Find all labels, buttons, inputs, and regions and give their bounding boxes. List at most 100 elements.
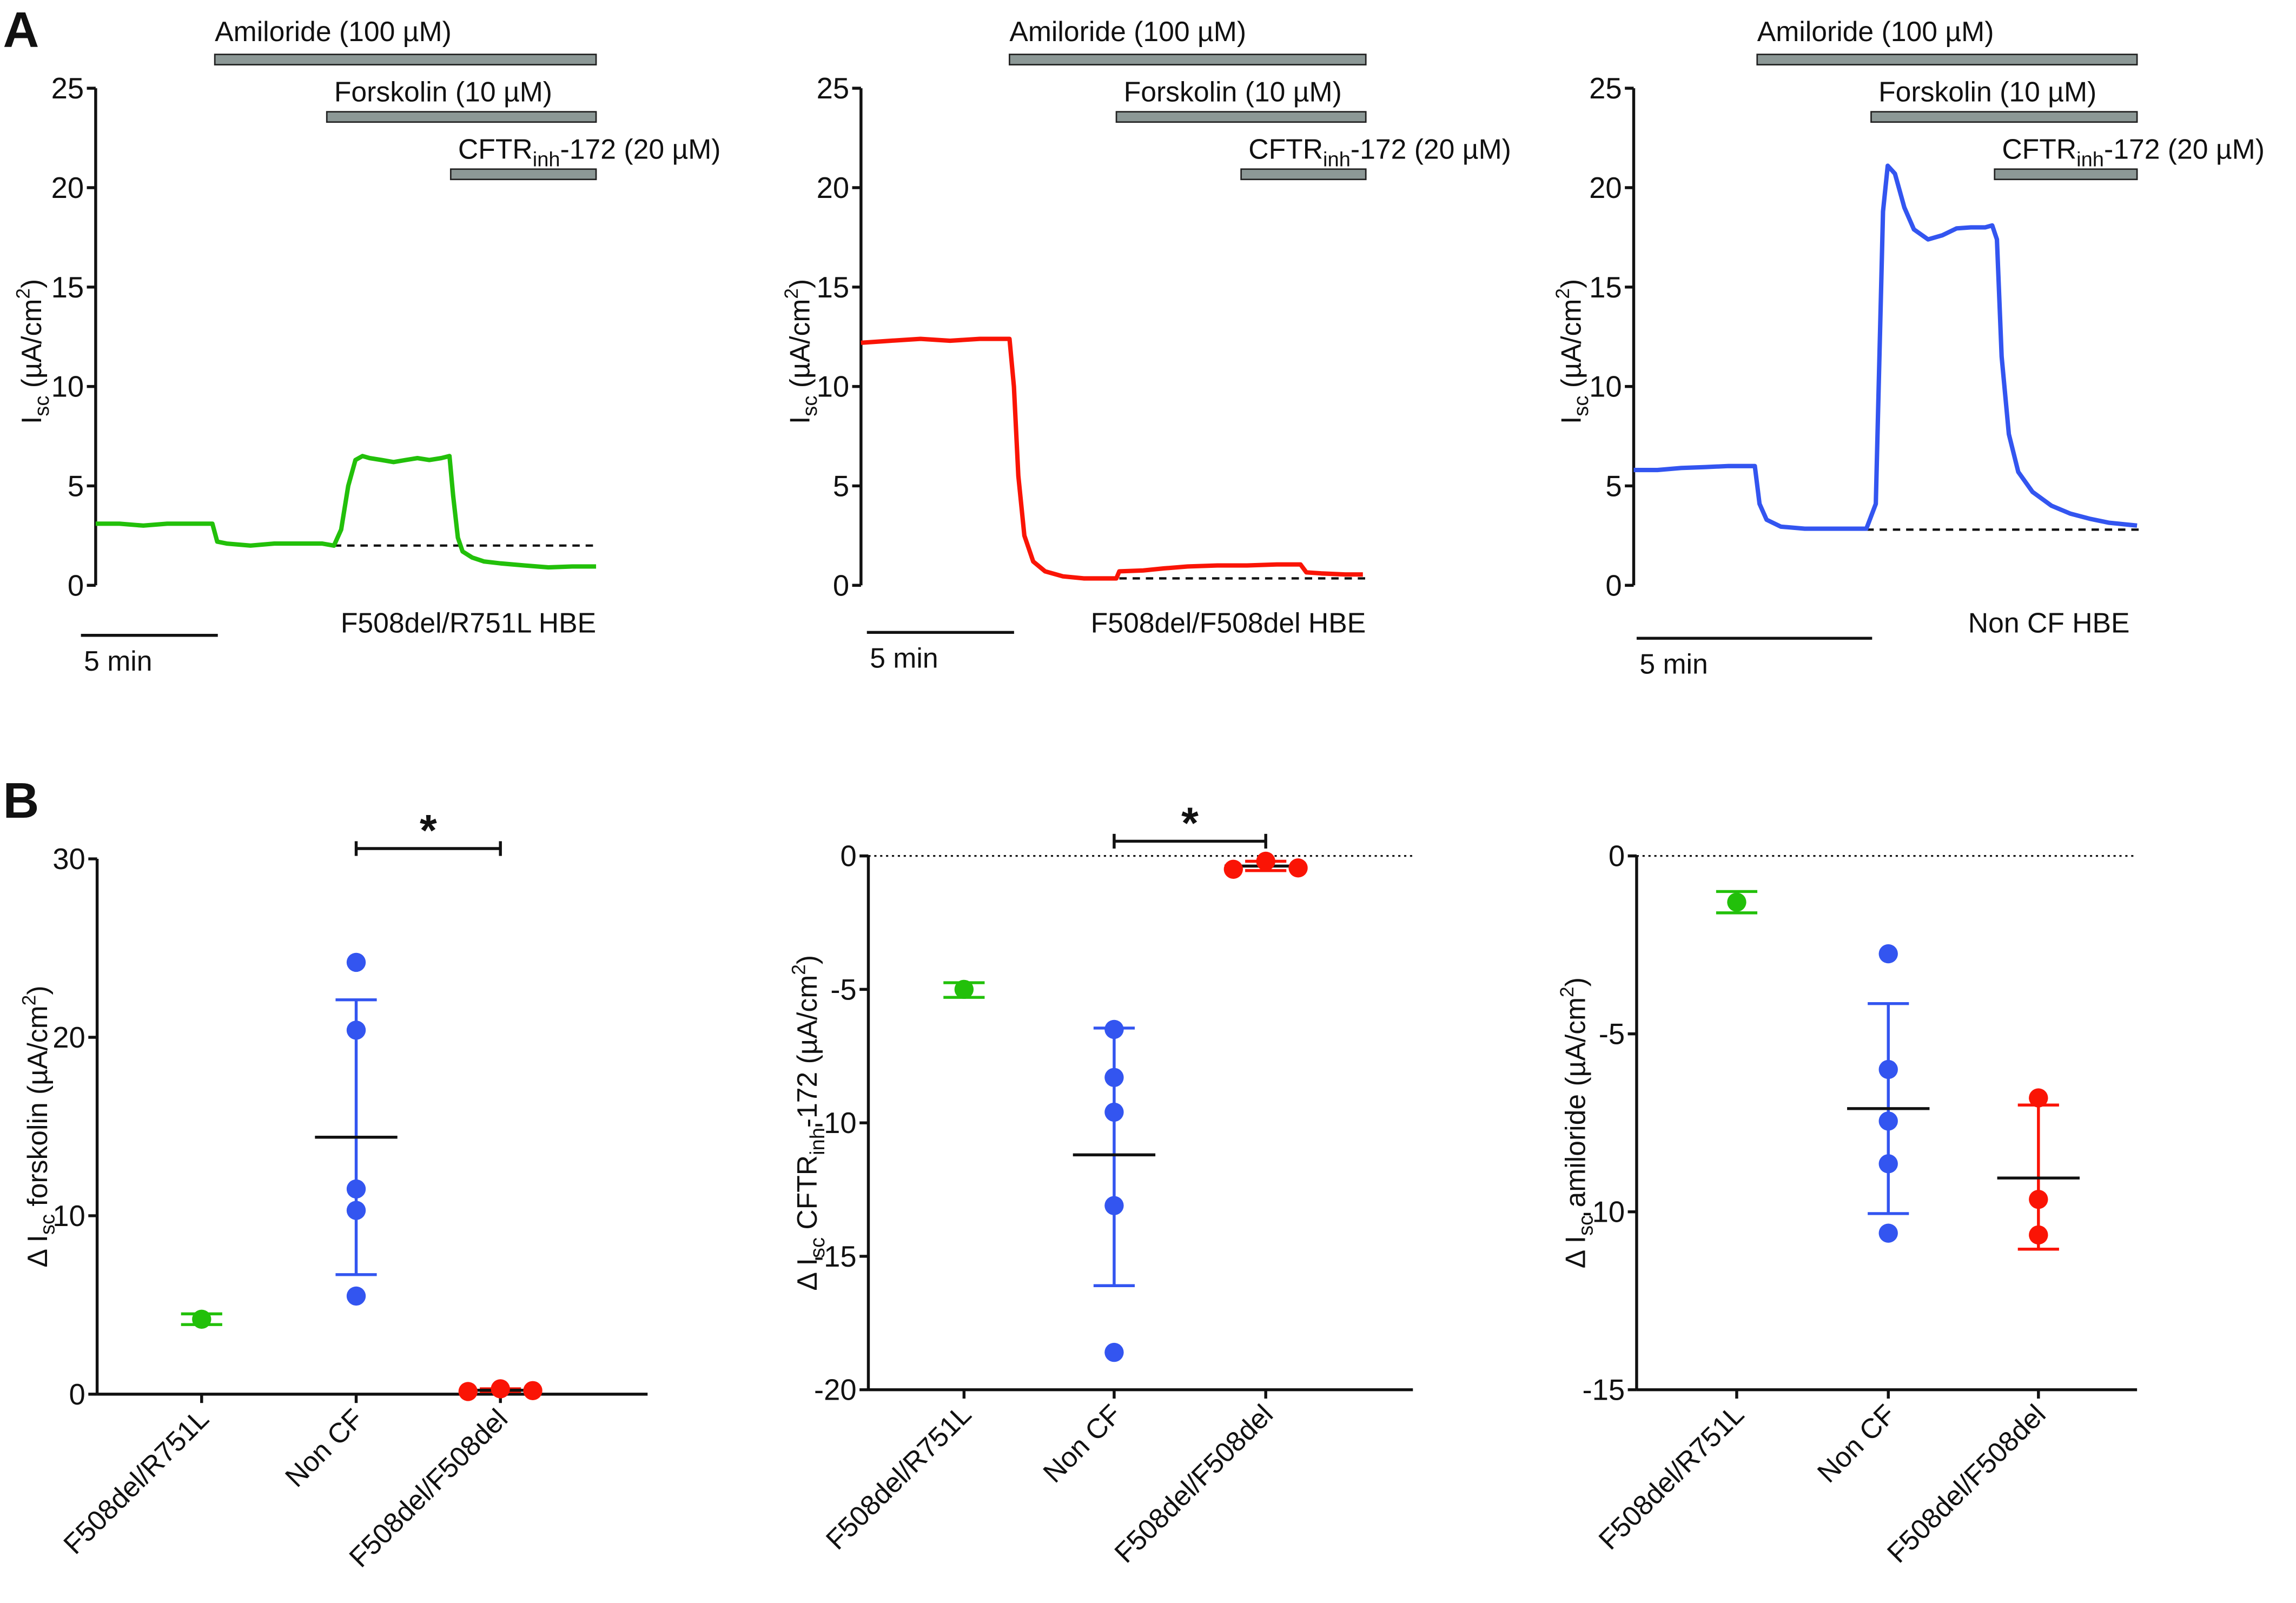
data-point [491, 1379, 510, 1399]
x-category-label: F508del/R751L [1592, 1398, 1750, 1555]
drug-label: Forskolin (10 µM) [334, 76, 552, 108]
y-tick-label: 10 [52, 1200, 85, 1233]
y-tick-label: 10 [1589, 370, 1622, 403]
data-point [1104, 1068, 1124, 1087]
data-point [346, 1201, 366, 1220]
data-point [1104, 1019, 1124, 1039]
x-category-label: Non CF [1037, 1398, 1127, 1488]
data-point [1878, 1154, 1898, 1174]
y-tick-label: -15 [814, 1240, 857, 1273]
ylabel-units: (µA/cm [1556, 299, 1587, 396]
y-tick-label: -10 [814, 1107, 857, 1140]
trace-chart-a2: 0 5 10 15 20 25 Isc (µA/cm2) Amiloride (100 µM)… [781, 16, 1511, 673]
ylabel-main: Δ I [22, 1235, 53, 1267]
series-f508del-f508del [1997, 1088, 2080, 1251]
trace-chart-a3: 0 5 10 15 20 25 Isc (µA/cm2) Amiloride (100 µM)… [1552, 16, 2265, 679]
dot-plot-b3: 0 -5 -10 -15 Δ Isc amiloride (µA/cm2) F508del… [1557, 840, 2138, 1569]
ylabel-main: I [16, 416, 47, 424]
x-category-label: Non CF [1811, 1398, 1901, 1488]
ylabel-main: Δ I [1560, 1236, 1591, 1268]
time-scale-label: 5 min [84, 645, 152, 677]
data-point [2029, 1088, 2048, 1108]
series-f508del-f508del [1223, 851, 1308, 879]
panel-letter-a: A [3, 2, 39, 58]
drug-bar-forskolin [1115, 111, 1367, 123]
time-scale-label: 5 min [1639, 648, 1708, 679]
data-point [1104, 1196, 1124, 1215]
drug-label-main: CFTR [2002, 134, 2076, 165]
ylabel-superscript: 2 [1552, 288, 1573, 299]
ylabel-subscript: sc [31, 396, 54, 416]
condition-label: F508del/F508del HBE [1091, 607, 1366, 638]
data-point [1104, 1102, 1124, 1122]
series-non-cf [1073, 1019, 1156, 1362]
drug-bar-cftrinh-172 [449, 168, 597, 181]
y-tick-label: 20 [817, 171, 850, 204]
drug-label: Forskolin (10 µM) [1878, 76, 2096, 108]
data-point [2029, 1225, 2048, 1245]
data-point [1223, 859, 1243, 879]
y-tick-label: -15 [1583, 1374, 1625, 1407]
ylabel-end: ) [791, 955, 823, 964]
drug-bar-forskolin [1870, 111, 2138, 123]
drug-label-subscript: inh [2076, 148, 2104, 171]
drug-label: CFTRinh-172 (20 µM) [1248, 134, 1511, 171]
isc-trace-line [861, 336, 1363, 581]
drug-label: CFTRinh-172 (20 µM) [2002, 134, 2265, 171]
ylabel-end: ) [16, 279, 47, 288]
panel-letter-b: B [3, 772, 39, 829]
ylabel-main: Δ I [791, 1258, 823, 1290]
y-axis-label: Isc (µA/cm2) [12, 279, 53, 424]
series-f508del-r751l [943, 979, 985, 999]
ylabel-end: ) [1560, 977, 1591, 986]
y-tick-label: 0 [1605, 569, 1622, 602]
y-tick-label: 0 [69, 1378, 85, 1411]
y-axis-label: Δ Isc CFTRinh-172 (µA/cm2) [788, 955, 829, 1291]
series-f508del-f508del [458, 1379, 542, 1401]
drug-label-rest: -172 (20 µM) [1351, 134, 1511, 165]
data-point [192, 1309, 211, 1329]
x-category-label: F508del/F508del [1108, 1398, 1279, 1568]
ylabel-superscript: 2 [18, 995, 39, 1006]
data-point [458, 1382, 478, 1401]
significance-bracket: * [1113, 799, 1267, 849]
ylabel-units: forskolin (µA/cm [22, 1005, 53, 1214]
drug-bar-amiloride [1756, 54, 2138, 66]
ylabel-units: (µA/cm [784, 299, 816, 396]
ylabel-subscript: sc [1570, 396, 1593, 416]
ylabel-end: ) [1556, 279, 1587, 288]
y-tick-label: 30 [52, 843, 85, 876]
data-point [1256, 851, 1275, 871]
ylabel-end: ) [784, 279, 816, 288]
data-point [1727, 892, 1746, 912]
condition-label: Non CF HBE [1968, 607, 2130, 638]
drug-bar-forskolin [326, 111, 597, 123]
ylabel-superscript: 2 [12, 288, 34, 299]
ylabel-units: -172 (µA/cm [791, 975, 823, 1128]
drug-label: Amiloride (100 µM) [1009, 16, 1246, 47]
y-tick-label: -20 [814, 1374, 857, 1407]
significance-bracket: * [354, 806, 502, 856]
y-tick-label: -10 [1583, 1196, 1625, 1229]
data-point [1878, 944, 1898, 964]
dot-plot-b2: 0 -5 -10 -15 -20 Δ Isc CFTRinh-172 (µA/cm2) F5… [788, 799, 1413, 1569]
data-point [2029, 1189, 2048, 1209]
y-tick-label: 15 [1589, 271, 1622, 304]
y-tick-label: 5 [833, 469, 849, 502]
data-point [954, 979, 974, 999]
y-tick-label: 0 [840, 840, 856, 873]
drug-bar-amiloride [1009, 54, 1367, 66]
data-point [346, 1021, 366, 1040]
drug-label: CFTRinh-172 (20 µM) [458, 134, 721, 171]
y-axis-label: Isc (µA/cm2) [1552, 279, 1593, 424]
data-point [1288, 858, 1308, 878]
series-non-cf [315, 952, 398, 1306]
drug-label-rest: -172 (20 µM) [560, 134, 721, 165]
y-tick-label: 25 [1589, 72, 1622, 105]
y-tick-label: -5 [1599, 1018, 1625, 1051]
significance-asterisk: * [1181, 799, 1199, 848]
y-tick-label: 20 [52, 1021, 85, 1054]
data-point [1104, 1342, 1124, 1362]
drug-label: Amiloride (100 µM) [215, 16, 452, 47]
drug-label: Amiloride (100 µM) [1757, 16, 1994, 47]
